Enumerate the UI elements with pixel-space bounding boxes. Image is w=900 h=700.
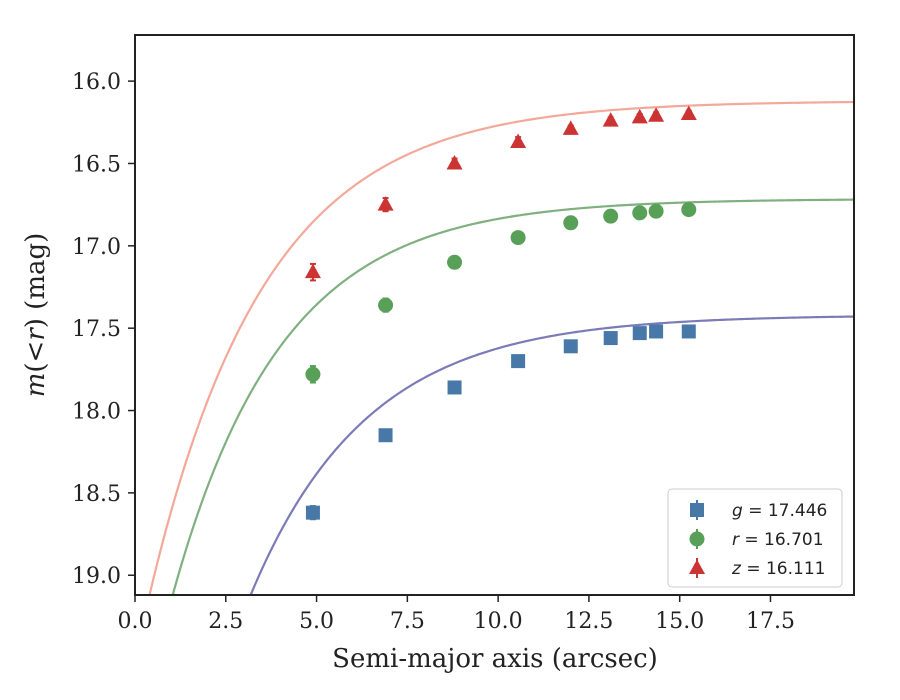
y-axis-label: m(<r) (mag)	[21, 233, 51, 398]
data-point-z	[648, 107, 665, 122]
plot-frame	[134, 34, 855, 596]
data-points	[304, 105, 697, 521]
data-point-g	[603, 331, 618, 346]
data-point-g	[511, 354, 526, 369]
data-point-r	[378, 297, 394, 313]
y-label-var-m: m	[21, 373, 51, 398]
data-point-g	[632, 326, 647, 341]
y-label-lt: <	[21, 341, 51, 363]
legend-marker-g	[690, 503, 704, 517]
data-point-r	[563, 215, 579, 231]
data-point-z	[602, 112, 619, 127]
x-tick-label: 15.0	[655, 609, 704, 634]
y-label-paren-close: )	[21, 318, 51, 328]
y-label-var-r: r	[21, 327, 51, 341]
data-point-r	[305, 366, 321, 382]
x-tick-label: 12.5	[564, 609, 613, 634]
data-point-z	[304, 263, 321, 279]
legend-label-r: r = 16.701	[732, 530, 824, 550]
data-point-r	[510, 230, 526, 246]
legend-value-z: = 16.111	[741, 559, 826, 579]
legend-label-z: z = 16.111	[731, 559, 825, 579]
y-tick-label: 16.0	[72, 70, 121, 95]
x-tick-label: 17.5	[746, 609, 795, 634]
y-tick-label: 17.5	[72, 317, 121, 342]
legend-var-g: g	[732, 501, 743, 521]
legend-var-z: z	[731, 559, 742, 579]
data-point-g	[378, 428, 393, 443]
x-tick-label: 10.0	[474, 609, 523, 634]
x-axis-label: Semi-major axis (arcsec)	[332, 644, 658, 674]
data-point-r	[447, 254, 463, 270]
data-point-z	[631, 108, 648, 124]
data-point-g	[681, 324, 696, 339]
data-point-z	[377, 196, 394, 211]
legend-marker-z	[689, 559, 705, 574]
model-curve-z	[148, 100, 854, 595]
legend-value-r: = 16.701	[739, 530, 824, 550]
data-point-g	[649, 324, 664, 339]
y-tick-label: 17.0	[72, 235, 121, 260]
legend-var-r: r	[732, 530, 740, 550]
data-point-z	[680, 105, 697, 121]
x-axis-ticks: 0.0 2.5 5.0 7.5 10.0 12.5 15.0 17.5	[118, 595, 795, 634]
y-tick-label: 18.5	[72, 482, 121, 507]
model-curves	[148, 100, 854, 595]
y-axis-ticks: 16.0 16.5 17.0 17.5 18.0 18.5 19.0	[72, 70, 135, 589]
legend-value-g: = 17.446	[743, 501, 828, 521]
data-point-r	[648, 203, 664, 219]
data-point-g	[447, 380, 462, 395]
data-point-g	[305, 505, 320, 520]
legend-marker-r	[689, 531, 705, 547]
y-tick-label: 16.5	[72, 152, 121, 177]
data-point-r	[632, 205, 648, 221]
data-point-r	[681, 202, 697, 218]
data-point-g	[563, 339, 578, 354]
legend-label-g: g = 17.446	[732, 501, 827, 521]
x-tick-label: 7.5	[390, 609, 425, 634]
y-tick-label: 18.0	[72, 400, 121, 425]
model-curve-r	[171, 198, 854, 595]
x-tick-label: 0.0	[118, 609, 153, 634]
y-label-unit: (mag)	[21, 233, 51, 318]
y-label-paren-open: (	[21, 362, 51, 372]
x-tick-label: 5.0	[299, 609, 334, 634]
x-tick-label: 2.5	[208, 609, 243, 634]
legend-box	[667, 488, 843, 588]
data-point-z	[510, 133, 527, 149]
data-point-z	[446, 154, 463, 170]
data-point-z	[562, 120, 579, 135]
data-point-r	[603, 208, 619, 224]
y-tick-label: 19.0	[72, 564, 121, 589]
model-curve-g	[249, 315, 854, 595]
